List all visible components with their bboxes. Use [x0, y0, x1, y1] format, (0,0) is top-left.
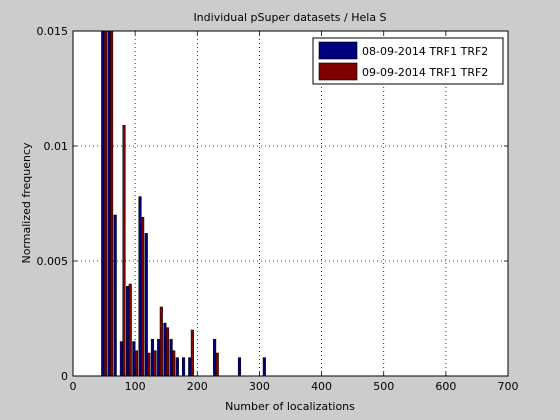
y-axis-label: Normalized frequency — [20, 142, 33, 264]
x-tick-label: 500 — [373, 380, 394, 393]
bar-series-1 — [188, 357, 192, 376]
bar-series-1 — [138, 196, 142, 376]
plot-frame — [72, 30, 509, 377]
bar-series-1 — [262, 357, 266, 376]
bar-series-2 — [172, 350, 176, 376]
bar-series-2 — [141, 217, 145, 376]
bar-series-1 — [213, 338, 217, 376]
x-tick-label: 300 — [249, 380, 270, 393]
bar-series-2 — [147, 352, 151, 376]
x-axis-label: Number of localizations — [225, 400, 355, 413]
x-tick-label: 400 — [311, 380, 332, 393]
bar-series-2 — [159, 306, 163, 376]
legend-swatch-series-2 — [318, 62, 358, 81]
y-tick-label: 0.015 — [37, 25, 69, 38]
x-tick-label: 100 — [125, 380, 146, 393]
bar-series-1 — [101, 31, 105, 376]
bar-series-2 — [215, 352, 219, 376]
axis-ticks: 0 100 200 300 400 500 600 700 0 0.005 0.01 0.015 — [37, 25, 519, 393]
bar-series-1 — [157, 338, 161, 376]
y-tick-label: 0 — [61, 370, 68, 383]
x-tick-label: 700 — [498, 380, 519, 393]
y-tick-label: 0.005 — [37, 255, 69, 268]
x-tick-label: 0 — [70, 380, 77, 393]
bar-series-2 — [128, 283, 132, 376]
bar-series-2 — [153, 350, 157, 376]
bar-series-2 — [134, 350, 139, 376]
y-tick-label: 0.01 — [44, 140, 69, 153]
legend: 08-09-2014 TRF1 TRF2 09-09-2014 TRF1 TRF… — [312, 37, 504, 85]
bar-series-1 — [119, 341, 123, 376]
bar-series-1 — [237, 357, 242, 376]
bar-series-1 — [169, 338, 173, 376]
chart-title: Individual pSuper datasets / Hela S — [193, 11, 386, 24]
bar-series-2 — [110, 31, 114, 376]
legend-label-series-2: 09-09-2014 TRF1 TRF2 — [362, 66, 488, 79]
bar-series-2 — [165, 327, 170, 376]
bar-series-1 — [181, 357, 186, 376]
bar-series-1 — [126, 286, 130, 376]
bar-series-2 — [103, 31, 107, 376]
bar-series-1 — [150, 338, 155, 376]
x-tick-label: 600 — [435, 380, 456, 393]
bar-series-1 — [175, 357, 179, 376]
bar-series-1 — [113, 214, 117, 376]
x-tick-label: 200 — [187, 380, 208, 393]
bar-series-2 — [190, 329, 194, 376]
bar-series-1 — [163, 322, 167, 376]
bar-series-1 — [144, 233, 148, 376]
legend-swatch-series-1 — [318, 41, 358, 60]
bar-series-1 — [132, 341, 136, 376]
legend-label-series-1: 08-09-2014 TRF1 TRF2 — [362, 45, 488, 58]
bar-series-1 — [107, 31, 111, 376]
bar-series-2 — [122, 125, 126, 376]
